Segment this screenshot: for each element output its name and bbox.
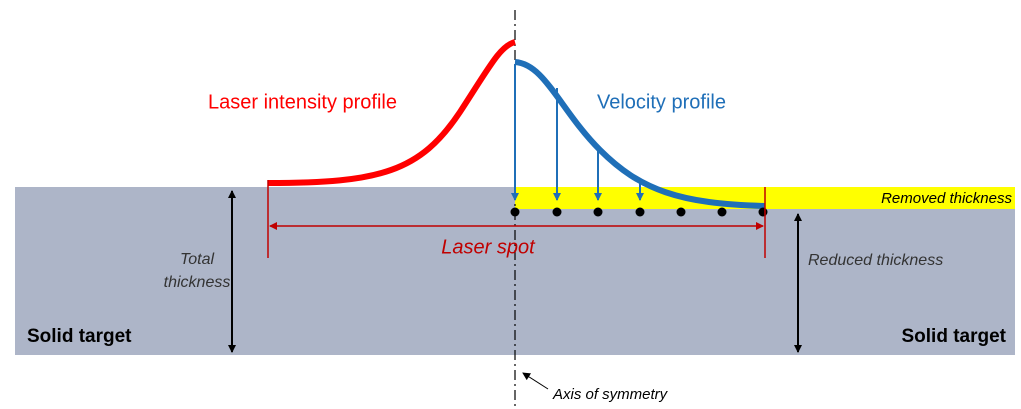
velocity-curve <box>514 59 766 209</box>
reduced-label: Reduced thickness <box>808 252 943 269</box>
solid-label: Solid target <box>901 326 1006 347</box>
spot-label: Laser spot <box>441 236 536 258</box>
total-label: thickness <box>164 274 231 291</box>
removed-label: Removed thickness <box>881 190 1012 207</box>
laser-spot-arrow <box>267 180 766 258</box>
solid-label: Solid target <box>27 326 132 347</box>
axis-label: Axis of symmetry <box>552 386 669 403</box>
intensity-curve <box>267 39 517 186</box>
intensity-label: Laser intensity profile <box>208 91 397 113</box>
velocity-label: Velocity profile <box>597 91 726 113</box>
velocity-arrows <box>511 64 644 201</box>
total-label: Total <box>180 251 215 268</box>
axis-pointer <box>522 372 549 390</box>
